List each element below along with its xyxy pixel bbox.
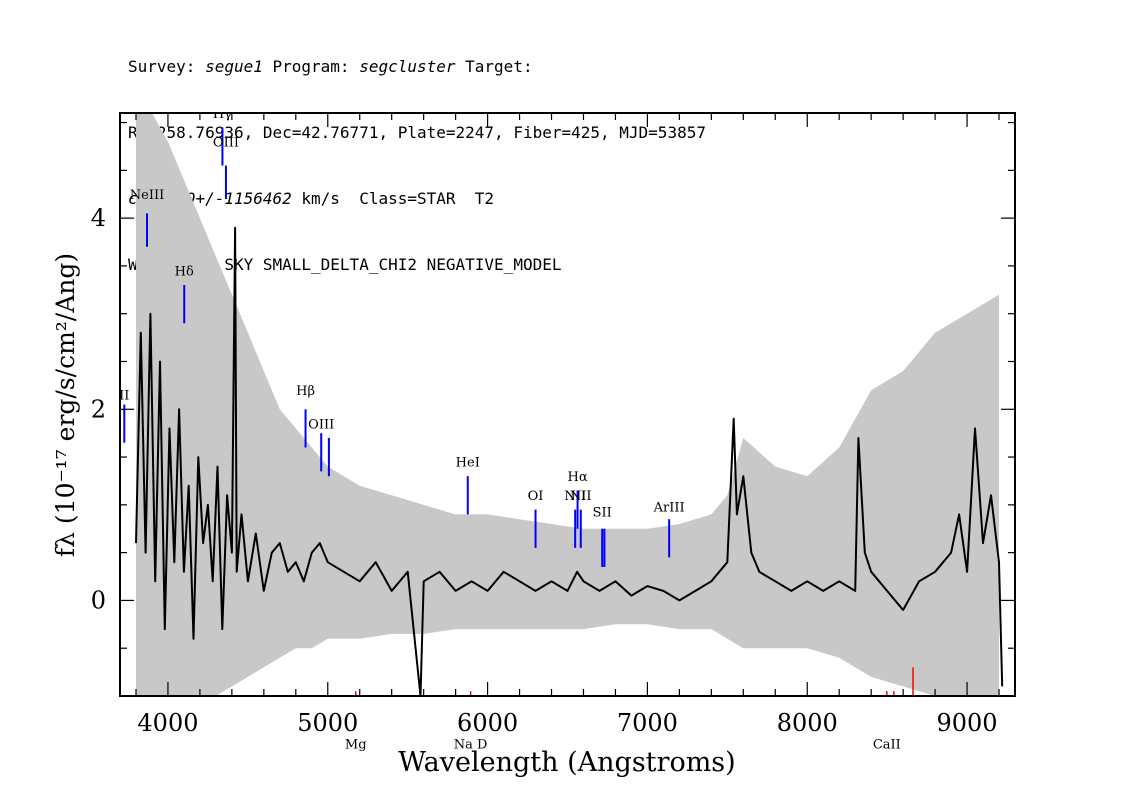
plot-frame: Mg Na D CaII bbox=[119, 112, 1016, 753]
x-tick-label: 8000 bbox=[777, 709, 838, 737]
emission-line-label: Hδ bbox=[175, 264, 194, 279]
spectrum-header: Survey: segue1 Program: segcluster Targe… bbox=[128, 12, 706, 298]
emission-line-label: NeIII bbox=[130, 188, 164, 203]
emission-line-label: II bbox=[119, 389, 129, 404]
survey-label: Survey: bbox=[128, 57, 206, 76]
emission-line-label: NII bbox=[564, 489, 586, 504]
error-envelope bbox=[136, 113, 999, 696]
survey-value: segue1 bbox=[205, 57, 263, 76]
absorption-line-label: CaII bbox=[873, 738, 901, 753]
emission-line-label: Hα bbox=[568, 470, 588, 485]
program-value: segcluster bbox=[359, 57, 456, 76]
emission-line-label: HeI bbox=[456, 456, 480, 471]
target-label: Target: bbox=[455, 57, 533, 76]
x-tick-label: 6000 bbox=[457, 709, 518, 737]
emission-line-label: OIII bbox=[308, 417, 334, 432]
y-tick-label: 0 bbox=[91, 586, 106, 614]
emission-line-label: Hβ bbox=[296, 384, 315, 399]
y-tick-label: 2 bbox=[91, 395, 106, 423]
absorption-line-label: Mg bbox=[345, 738, 367, 753]
flux-line bbox=[135, 226, 1004, 696]
x-tick-label: 5000 bbox=[297, 709, 358, 737]
emission-line-label: OIII bbox=[213, 135, 239, 150]
y-tick-label: 4 bbox=[91, 204, 106, 232]
emission-line-label: SII bbox=[593, 505, 612, 520]
header-line-survey: Survey: segue1 Program: segcluster Targe… bbox=[128, 56, 706, 78]
emission-line-label: ArIII bbox=[653, 501, 685, 516]
x-tick-label: 7000 bbox=[617, 709, 678, 737]
x-tick-label: 4000 bbox=[137, 709, 198, 737]
y-axis-label: fλ (10⁻¹⁷ erg/s/cm²/Ang) bbox=[51, 253, 80, 557]
x-tick-label: 9000 bbox=[937, 709, 998, 737]
axis-ticks: 4000 5000 6000 7000 8000 9000 0 2 4 bbox=[91, 113, 1015, 737]
emission-line-label: Hγ bbox=[213, 107, 232, 122]
axes-frame bbox=[119, 112, 1016, 697]
class-info: km/s Class=STAR T2 bbox=[291, 189, 495, 208]
program-label: Program: bbox=[262, 57, 360, 76]
emission-line-label: OI bbox=[528, 489, 544, 504]
x-axis-label: Wavelength (Angstroms) bbox=[398, 747, 735, 778]
absorption-line-label: Na D bbox=[454, 738, 488, 753]
emission-line-label: NII bbox=[570, 489, 592, 504]
